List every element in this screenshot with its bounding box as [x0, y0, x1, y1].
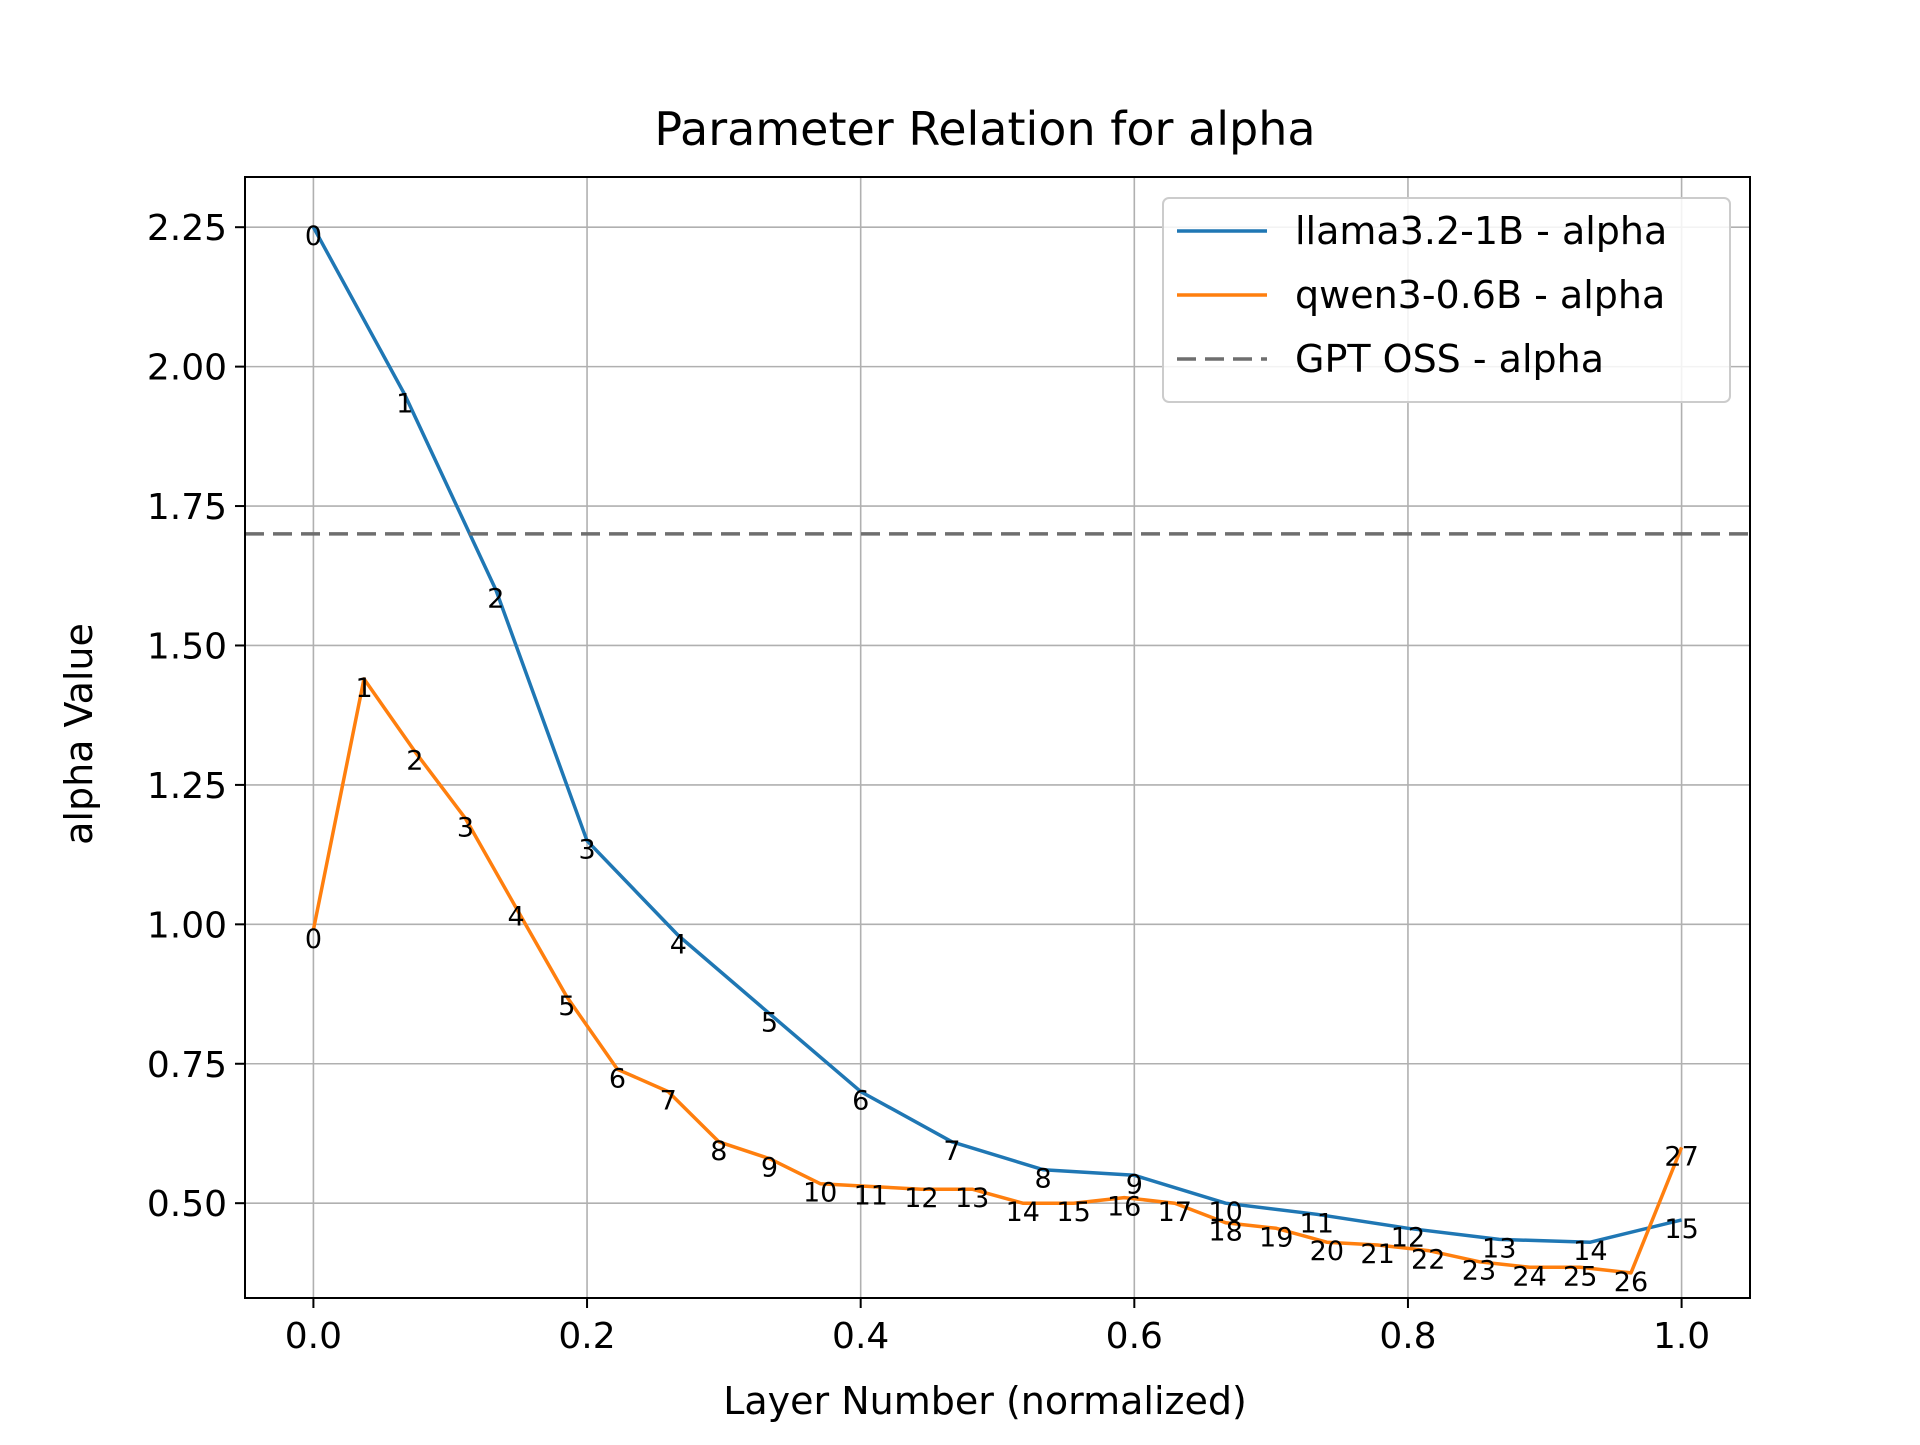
x-tick-label: 0.8: [1379, 1316, 1436, 1357]
point-label: 27: [1664, 1141, 1698, 1172]
point-label: 18: [1208, 1217, 1242, 1248]
x-tick-label: 1.0: [1653, 1316, 1710, 1357]
point-label: 13: [955, 1183, 989, 1214]
point-label: 5: [558, 991, 575, 1022]
y-tick-label: 1.00: [147, 905, 227, 946]
point-label: 1: [355, 673, 372, 704]
point-label: 1: [396, 389, 413, 420]
point-label: 26: [1614, 1267, 1648, 1298]
point-label: 22: [1411, 1245, 1445, 1276]
point-label: 3: [457, 812, 474, 843]
series-layer: [245, 226, 1750, 1275]
point-label: 12: [1391, 1222, 1425, 1253]
point-label: 10: [1208, 1197, 1242, 1228]
y-tick-label: 2.00: [147, 348, 227, 389]
legend: llama3.2-1B - alpha qwen3-0.6B - alpha GPT…: [1162, 197, 1731, 403]
point-label: 8: [710, 1136, 727, 1167]
legend-entry: llama3.2-1B - alpha: [1295, 209, 1667, 253]
x-tick-label: 0.2: [558, 1316, 615, 1357]
legend-entry: GPT OSS - alpha: [1295, 337, 1604, 381]
point-label: 4: [670, 929, 687, 960]
legend-box: [1162, 197, 1731, 403]
point-label: 8: [1034, 1164, 1051, 1195]
y-tick-label: 0.75: [147, 1045, 227, 1086]
point-label: 2: [406, 745, 423, 776]
point-label: 6: [609, 1063, 626, 1094]
x-tick-label: 0.6: [1106, 1316, 1163, 1357]
point-label: 4: [507, 902, 524, 933]
point-label: 20: [1310, 1236, 1344, 1267]
y-tick-label: 0.50: [147, 1184, 227, 1225]
point-label: 10: [803, 1178, 837, 1209]
point-label: 19: [1259, 1222, 1293, 1253]
axis-ticks: 0.0 0.2 0.4 0.6 0.8 1.0 0.50 0.75 1.00 1.25 1.50 1.…: [147, 208, 1710, 1357]
point-label: 24: [1512, 1261, 1546, 1292]
point-label: 0: [305, 221, 322, 252]
point-label: 9: [761, 1153, 778, 1184]
point-label: 2: [487, 584, 504, 615]
point-label: 14: [1573, 1236, 1607, 1267]
series-line-qwen: [311, 677, 1684, 1275]
point-label: 16: [1107, 1192, 1141, 1223]
x-tick-label: 0.0: [285, 1316, 342, 1357]
x-tick-label: 0.4: [832, 1316, 889, 1357]
y-tick-label: 2.25: [147, 208, 227, 249]
point-label: 25: [1563, 1261, 1597, 1292]
y-tick-label: 1.25: [147, 766, 227, 807]
y-tick-label: 1.75: [147, 487, 227, 528]
point-label: 17: [1158, 1197, 1192, 1228]
point-label: 21: [1360, 1239, 1394, 1270]
point-label: 11: [854, 1180, 888, 1211]
point-label: 9: [1126, 1169, 1143, 1200]
point-label: 14: [1006, 1197, 1040, 1228]
plot-frame: [244, 176, 1751, 1299]
point-label: 0: [305, 924, 322, 955]
chart-title: Parameter Relation for alpha: [654, 102, 1315, 156]
point-label: 13: [1482, 1233, 1516, 1264]
point-label: 11: [1300, 1208, 1334, 1239]
y-tick-label: 1.50: [147, 626, 227, 667]
point-label: 7: [943, 1136, 960, 1167]
x-axis-label: Layer Number (normalized): [723, 1379, 1247, 1423]
point-label: 3: [578, 835, 595, 866]
point-label: 5: [761, 1008, 778, 1039]
point-label: 15: [1056, 1197, 1090, 1228]
point-label: 6: [852, 1086, 869, 1117]
point-label: 12: [904, 1183, 938, 1214]
y-axis-label: alpha Value: [57, 623, 101, 845]
series-line-llama: [311, 226, 1683, 1244]
point-label: 7: [660, 1086, 677, 1117]
point-label: 23: [1462, 1256, 1496, 1287]
legend-entry: qwen3-0.6B - alpha: [1295, 273, 1665, 317]
point-label: 15: [1664, 1214, 1698, 1245]
